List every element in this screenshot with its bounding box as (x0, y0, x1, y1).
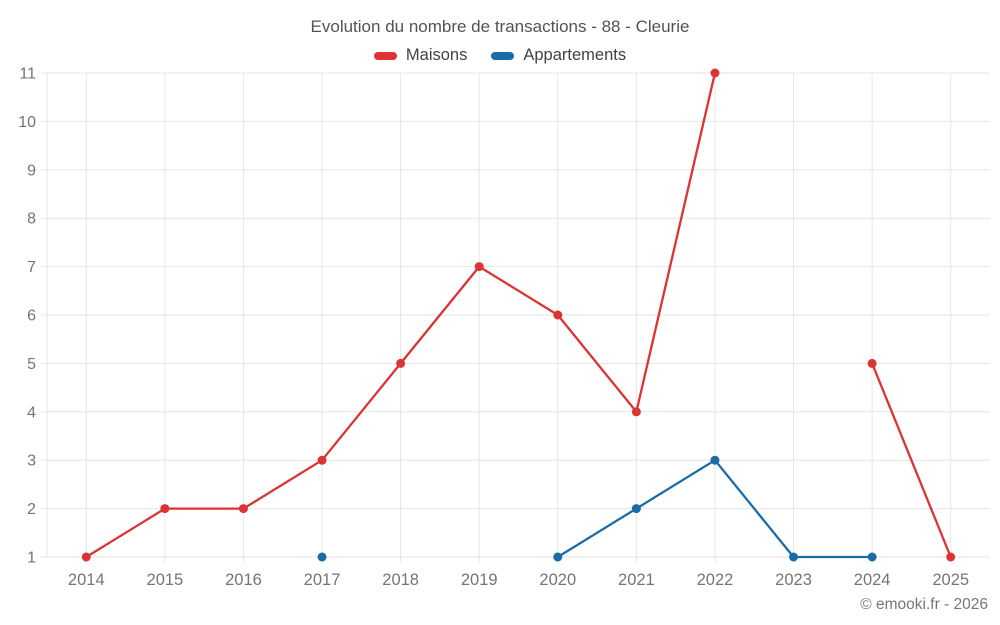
x-tick-label: 2014 (68, 571, 105, 589)
data-point (317, 455, 327, 465)
legend-swatch-appartements-icon (491, 51, 515, 60)
data-point (396, 358, 406, 368)
x-tick-label: 2020 (539, 571, 576, 589)
y-axis-labels: 1 2 3 4 5 6 7 8 9 10 11 (18, 66, 36, 567)
x-tick-label: 2021 (618, 571, 655, 589)
data-point (317, 552, 327, 562)
x-tick-label: 2023 (775, 571, 812, 589)
data-point (946, 552, 956, 562)
y-tick-label: 4 (27, 404, 36, 421)
data-point (710, 68, 720, 78)
x-tick-label: 2025 (932, 571, 969, 589)
x-tick-label: 2024 (854, 571, 891, 589)
data-point (631, 407, 641, 417)
legend-item-appartements: Appartements (491, 46, 626, 65)
gridlines (41, 72, 990, 563)
y-tick-label: 2 (27, 501, 36, 518)
y-tick-label: 9 (27, 162, 36, 179)
y-tick-label: 5 (27, 356, 36, 373)
y-tick-label: 1 (27, 550, 36, 567)
legend-label-appartements: Appartements (523, 46, 627, 64)
y-tick-label: 6 (27, 308, 36, 325)
data-point (553, 552, 563, 562)
legend: Maisons Appartements (0, 46, 1000, 65)
data-point (867, 552, 877, 562)
data-point (474, 262, 484, 272)
y-tick-label: 3 (27, 453, 36, 470)
data-point (631, 504, 641, 514)
legend-item-maisons: Maisons (373, 46, 468, 65)
data-point (553, 310, 563, 320)
chart-title: Evolution du nombre de transactions - 88… (310, 17, 690, 36)
x-tick-label: 2019 (461, 571, 498, 589)
x-tick-label: 2015 (147, 571, 184, 589)
x-axis-labels: 2014 2015 2016 2017 2018 2019 2020 2021 2022 2023… (68, 571, 969, 589)
copyright-text: © emooki.fr - 2026 (860, 596, 988, 613)
legend-swatch-maisons-icon (373, 51, 397, 60)
data-point (238, 504, 248, 514)
series-maisons (81, 68, 956, 562)
y-tick-label: 10 (18, 114, 36, 131)
x-tick-label: 2016 (225, 571, 262, 589)
data-point (160, 504, 170, 514)
y-tick-label: 8 (27, 211, 36, 228)
x-tick-label: 2018 (382, 571, 419, 589)
y-tick-label: 11 (19, 66, 36, 83)
data-point (789, 552, 799, 562)
data-point (710, 455, 720, 465)
y-tick-label: 7 (27, 259, 36, 276)
x-tick-label: 2022 (697, 571, 734, 589)
data-point (81, 552, 91, 562)
series-appartements (317, 455, 877, 562)
data-point (867, 358, 877, 368)
x-tick-label: 2017 (304, 571, 341, 589)
series-line (870, 362, 952, 559)
legend-label-maisons: Maisons (405, 46, 468, 64)
